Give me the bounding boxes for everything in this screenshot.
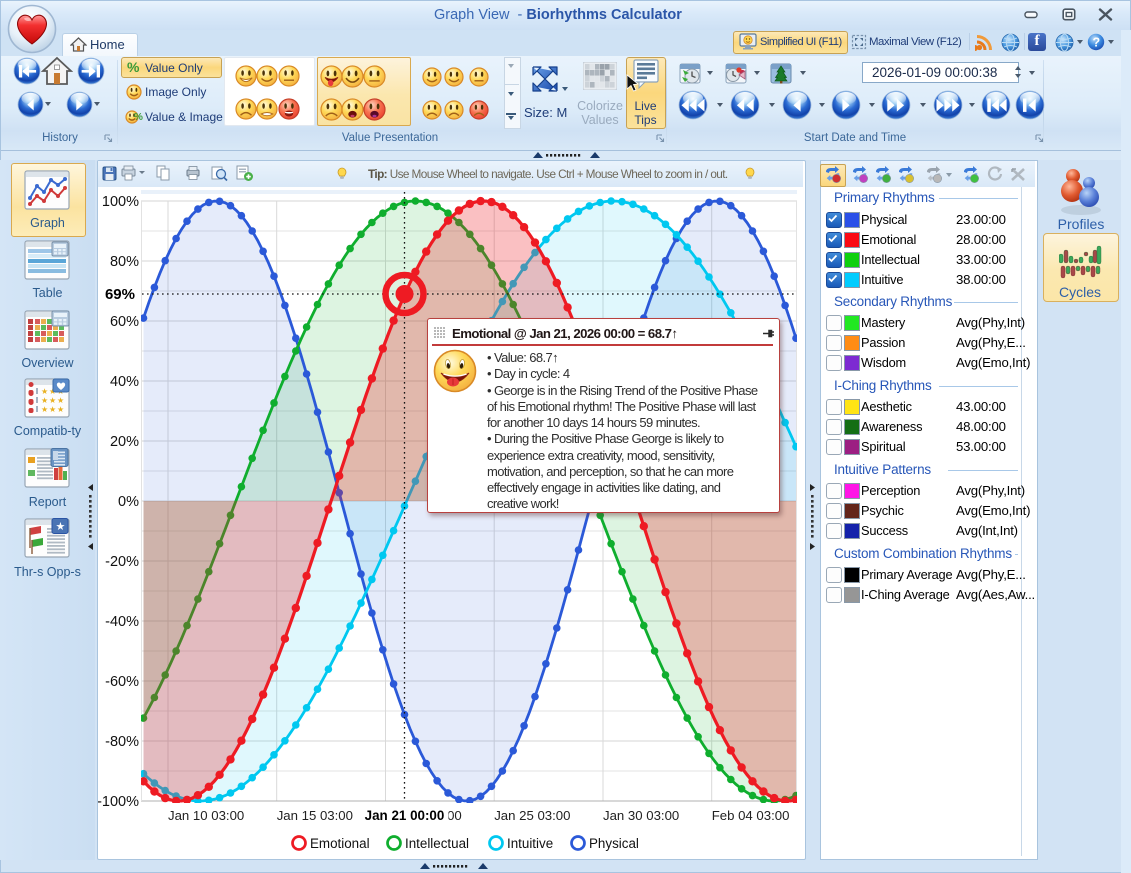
svg-text:Physical: Physical: [589, 836, 639, 851]
svg-text:★: ★: [57, 405, 64, 414]
svg-text:0%: 0%: [118, 494, 139, 510]
svg-text:★: ★: [49, 387, 56, 396]
svg-text:★: ★: [49, 396, 56, 405]
svg-text:Emotional: Emotional: [310, 836, 370, 851]
svg-text:-80%: -80%: [105, 734, 139, 750]
svg-text:80%: 80%: [110, 254, 139, 270]
svg-text:Jan 21 00:00: Jan 21 00:00: [365, 808, 445, 823]
svg-text:★: ★: [56, 521, 66, 533]
svg-text:%: %: [134, 112, 143, 122]
svg-text:★: ★: [41, 396, 48, 405]
svg-text:★: ★: [57, 396, 64, 405]
svg-text:★: ★: [49, 405, 56, 414]
svg-text:-20%: -20%: [105, 554, 139, 570]
svg-text:69%: 69%: [105, 286, 135, 303]
svg-text:Intellectual: Intellectual: [405, 836, 469, 851]
svg-text:Feb 04 03:00: Feb 04 03:00: [712, 808, 790, 823]
svg-text:-60%: -60%: [105, 674, 139, 690]
svg-text:Jan 25 03:00: Jan 25 03:00: [494, 808, 570, 823]
svg-text:★: ★: [41, 405, 48, 414]
svg-text:Intuitive: Intuitive: [507, 836, 553, 851]
svg-text:Jan 30 03:00: Jan 30 03:00: [603, 808, 679, 823]
svg-text:100%: 100%: [102, 194, 139, 210]
svg-text:20%: 20%: [110, 434, 139, 450]
svg-text:-40%: -40%: [105, 614, 139, 630]
svg-text:Jan 15 03:00: Jan 15 03:00: [277, 808, 353, 823]
svg-text:40%: 40%: [110, 374, 139, 390]
svg-text:60%: 60%: [110, 314, 139, 330]
svg-text:?: ?: [1093, 36, 1101, 50]
svg-text:Jan 10 03:00: Jan 10 03:00: [168, 808, 244, 823]
svg-text:★: ★: [41, 387, 48, 396]
svg-text:%: %: [127, 59, 140, 75]
svg-text:-100%: -100%: [98, 794, 139, 810]
